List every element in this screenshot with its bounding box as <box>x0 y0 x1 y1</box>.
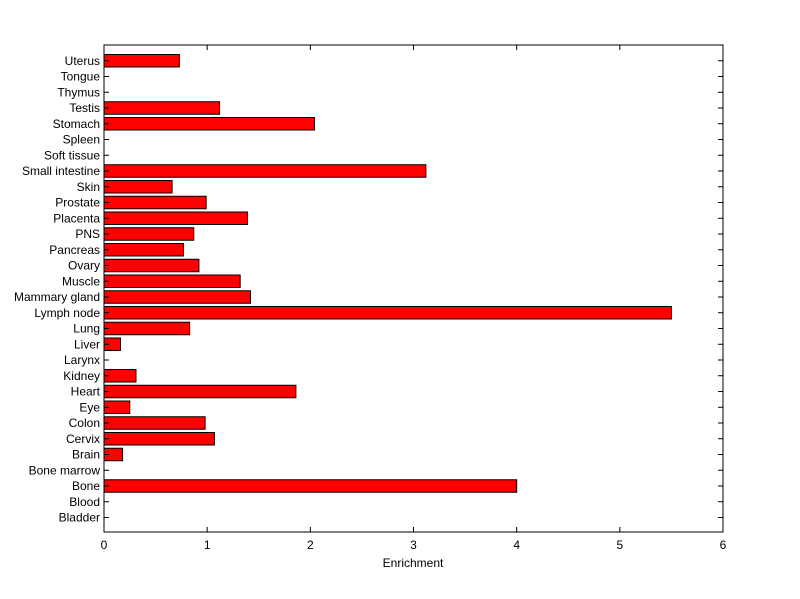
x-tick-label: 3 <box>410 538 417 552</box>
bar-colon <box>103 416 206 430</box>
y-tick-label: Placenta <box>53 211 100 225</box>
y-tick-label: Tongue <box>61 70 101 84</box>
bar-stomach <box>103 117 315 131</box>
bar-uterus <box>103 54 180 68</box>
y-tick-label: Prostate <box>55 196 100 210</box>
y-tick-label: Bone marrow <box>29 463 101 477</box>
bar-lung <box>103 321 191 336</box>
y-tick-label: Cervix <box>66 432 100 446</box>
y-tick-label: Brain <box>72 448 100 462</box>
x-tick-label: 1 <box>204 538 211 552</box>
bar-bone <box>103 479 518 493</box>
y-tick-label: Bone <box>72 479 100 493</box>
y-tick-label: Muscle <box>62 274 100 288</box>
y-tick-label: Blood <box>69 495 100 509</box>
bar-ovary <box>103 258 200 273</box>
y-tick-label: Mammary gland <box>14 290 100 304</box>
bar-cervix <box>103 432 215 446</box>
y-tick-label: Heart <box>71 385 101 399</box>
y-tick-label: Kidney <box>63 369 100 383</box>
bar-lymph-node <box>103 306 672 320</box>
x-axis: 0 1 2 3 4 5 6 <box>101 45 727 552</box>
y-tick-label: Small intestine <box>22 164 100 178</box>
y-tick-label: Lung <box>73 322 100 336</box>
y-tick-label: Spleen <box>63 133 100 147</box>
x-tick-label: 6 <box>720 538 727 552</box>
bar-prostate <box>103 195 207 210</box>
bar-heart <box>103 384 297 399</box>
bar-small-intestine <box>103 164 427 178</box>
x-tick-label: 4 <box>513 538 520 552</box>
y-tick-label: Colon <box>69 416 100 430</box>
y-tick-label: Uterus <box>65 54 100 68</box>
bar-pns <box>103 227 195 241</box>
y-tick-label: Lymph node <box>34 306 100 320</box>
y-tick-label: PNS <box>75 227 100 241</box>
y-tick-label: Liver <box>74 337 100 351</box>
x-tick-label: 2 <box>307 538 314 552</box>
bar-mammary-gland <box>103 290 251 304</box>
y-tick-label: Testis <box>69 101 100 115</box>
y-tick-label: Pancreas <box>49 243 100 257</box>
y-tick-label: Skin <box>77 180 100 194</box>
bar-placenta <box>103 211 248 225</box>
bar-skin <box>103 180 173 194</box>
bar-pancreas <box>103 243 184 257</box>
x-tick-label: 0 <box>101 538 108 552</box>
y-tick-label: Stomach <box>53 117 100 131</box>
y-tick-label: Soft tissue <box>44 148 100 162</box>
bar-testis <box>103 101 221 115</box>
y-tick-label: Eye <box>79 400 100 414</box>
y-tick-label: Ovary <box>68 259 100 273</box>
y-tick-label: Larynx <box>64 353 100 367</box>
y-tick-label: Thymus <box>57 85 100 99</box>
x-tick-label: 5 <box>616 538 623 552</box>
x-axis-label: Enrichment <box>383 556 444 570</box>
y-tick-label: Bladder <box>59 511 100 525</box>
bar-muscle <box>103 274 241 288</box>
